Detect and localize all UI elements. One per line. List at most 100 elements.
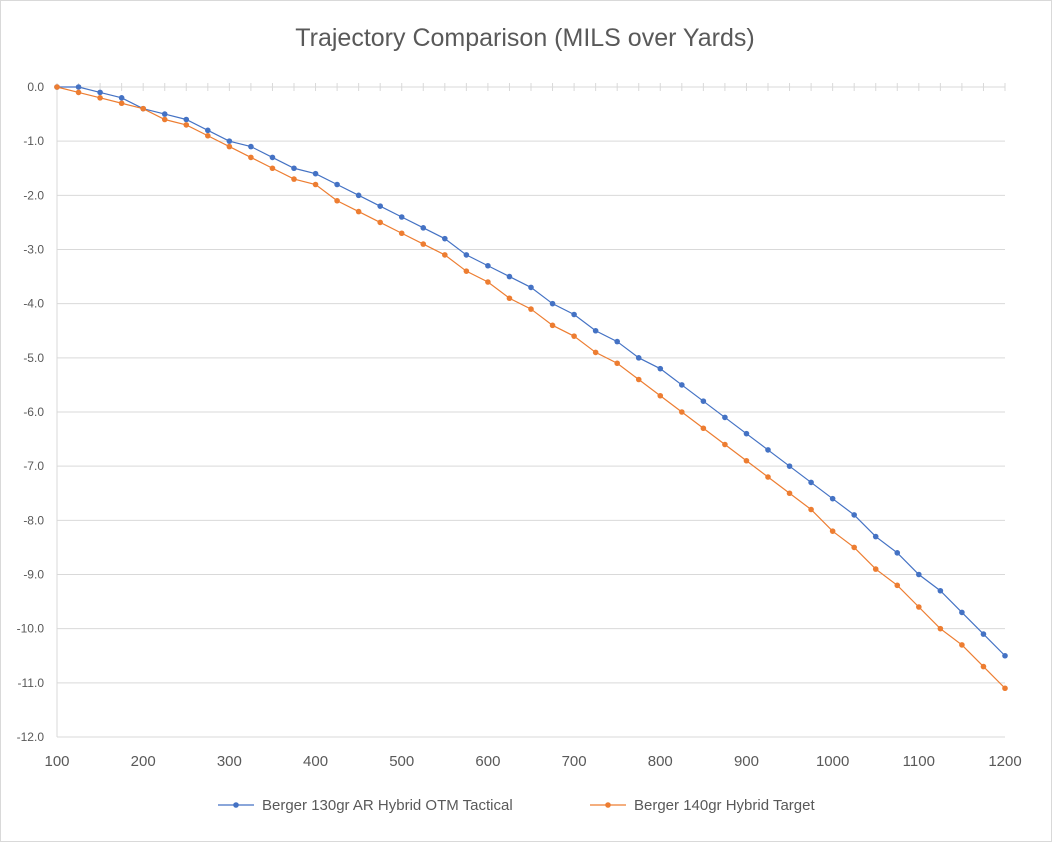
gridlines: [57, 140, 1005, 738]
data-point: [722, 441, 728, 448]
data-point: [269, 165, 276, 172]
x-tick-label: 900: [734, 753, 759, 770]
data-point: [635, 355, 642, 361]
data-point: [1002, 652, 1008, 659]
data-point: [528, 284, 534, 291]
data-point: [291, 165, 297, 172]
data-point: [506, 273, 513, 280]
series-line-1: [56, 86, 1006, 689]
data-point: [140, 105, 146, 112]
data-point: [937, 587, 944, 594]
data-point: [118, 95, 125, 101]
data-point: [894, 582, 901, 589]
data-point: [463, 268, 470, 274]
y-tick-label: -8.0: [23, 513, 44, 527]
data-point: [657, 365, 664, 372]
x-tick-label: 200: [131, 753, 156, 770]
data-point: [377, 203, 383, 209]
data-point: [269, 154, 276, 161]
data-point: [980, 631, 987, 637]
data-point: [355, 192, 362, 199]
y-tick-label: -10.0: [17, 622, 45, 636]
data-point: [226, 143, 233, 150]
data-point: [549, 300, 556, 307]
data-point: [183, 122, 190, 128]
data-point: [808, 506, 814, 513]
data-point: [97, 89, 103, 96]
y-tick-label: -7.0: [23, 459, 44, 473]
data-point: [442, 252, 448, 258]
series-group: [54, 84, 1008, 692]
y-tick-label: -12.0: [17, 730, 45, 744]
data-point: [614, 360, 620, 367]
data-point: [248, 154, 254, 161]
data-point: [571, 311, 577, 318]
data-point: [829, 495, 836, 502]
data-point: [765, 447, 771, 453]
data-point: [549, 322, 556, 329]
data-point: [872, 533, 879, 540]
data-point: [205, 132, 211, 139]
data-point: [312, 170, 319, 177]
chart-title: Trajectory Comparison (MILS over Yards): [295, 24, 755, 52]
data-point: [97, 95, 103, 101]
data-point: [75, 89, 82, 96]
y-tick-label: 0.0: [27, 80, 44, 94]
data-point: [592, 349, 599, 356]
data-point: [786, 463, 793, 469]
data-point: [765, 474, 771, 480]
data-point: [679, 409, 685, 415]
axes: [56, 83, 1006, 737]
x-tick-label: 400: [303, 753, 328, 770]
data-point: [528, 306, 534, 312]
data-point: [851, 512, 857, 518]
legend-marker-1: [605, 802, 611, 808]
y-tick-label: -6.0: [23, 405, 44, 419]
data-point: [463, 252, 470, 258]
y-tick-label: -2.0: [23, 188, 44, 202]
y-tick-labels: 0.0 -1.0 -2.0 -3.0 -4.0 -5.0 -6.0 -7.0 -8.0 -9.0 -…: [17, 80, 45, 744]
y-tick-label: -11.0: [18, 676, 45, 690]
data-point: [786, 490, 793, 497]
legend-label-0: Berger 130gr AR Hybrid OTM Tactical: [262, 797, 513, 814]
data-point: [743, 430, 750, 437]
data-point: [937, 625, 944, 632]
x-tick-label: 1200: [988, 753, 1021, 770]
data-point: [355, 208, 362, 215]
data-point: [161, 116, 168, 123]
x-tick-label: 1100: [903, 753, 935, 770]
data-point: [851, 544, 857, 551]
y-tick-label: -3.0: [23, 243, 44, 257]
x-tick-label: 100: [44, 753, 69, 770]
data-point: [743, 457, 750, 464]
legend-label-1: Berger 140gr Hybrid Target: [634, 797, 815, 814]
y-tick-label: -9.0: [23, 568, 44, 582]
data-point: [485, 279, 491, 285]
data-point: [398, 214, 405, 220]
data-point: [398, 230, 405, 237]
data-point: [334, 197, 340, 204]
data-point: [916, 571, 922, 578]
data-point: [571, 333, 577, 339]
data-point: [312, 181, 319, 188]
data-point: [980, 663, 987, 670]
data-point: [959, 642, 965, 648]
data-point: [377, 219, 383, 226]
data-point: [506, 295, 513, 302]
data-point: [614, 338, 620, 345]
x-tick-label: 800: [648, 753, 673, 770]
data-point: [635, 376, 642, 383]
x-tick-label: 700: [562, 753, 587, 770]
data-point: [442, 235, 448, 242]
data-point: [700, 398, 707, 404]
y-tick-label: -1.0: [23, 134, 44, 148]
y-tick-label: -4.0: [23, 297, 44, 311]
x-tick-label: 500: [389, 753, 414, 770]
data-point: [657, 392, 664, 399]
data-point: [916, 604, 922, 610]
data-point: [75, 84, 82, 90]
data-point: [420, 241, 427, 247]
series-line-0: [57, 86, 1006, 657]
legend-marker-0: [233, 802, 239, 808]
